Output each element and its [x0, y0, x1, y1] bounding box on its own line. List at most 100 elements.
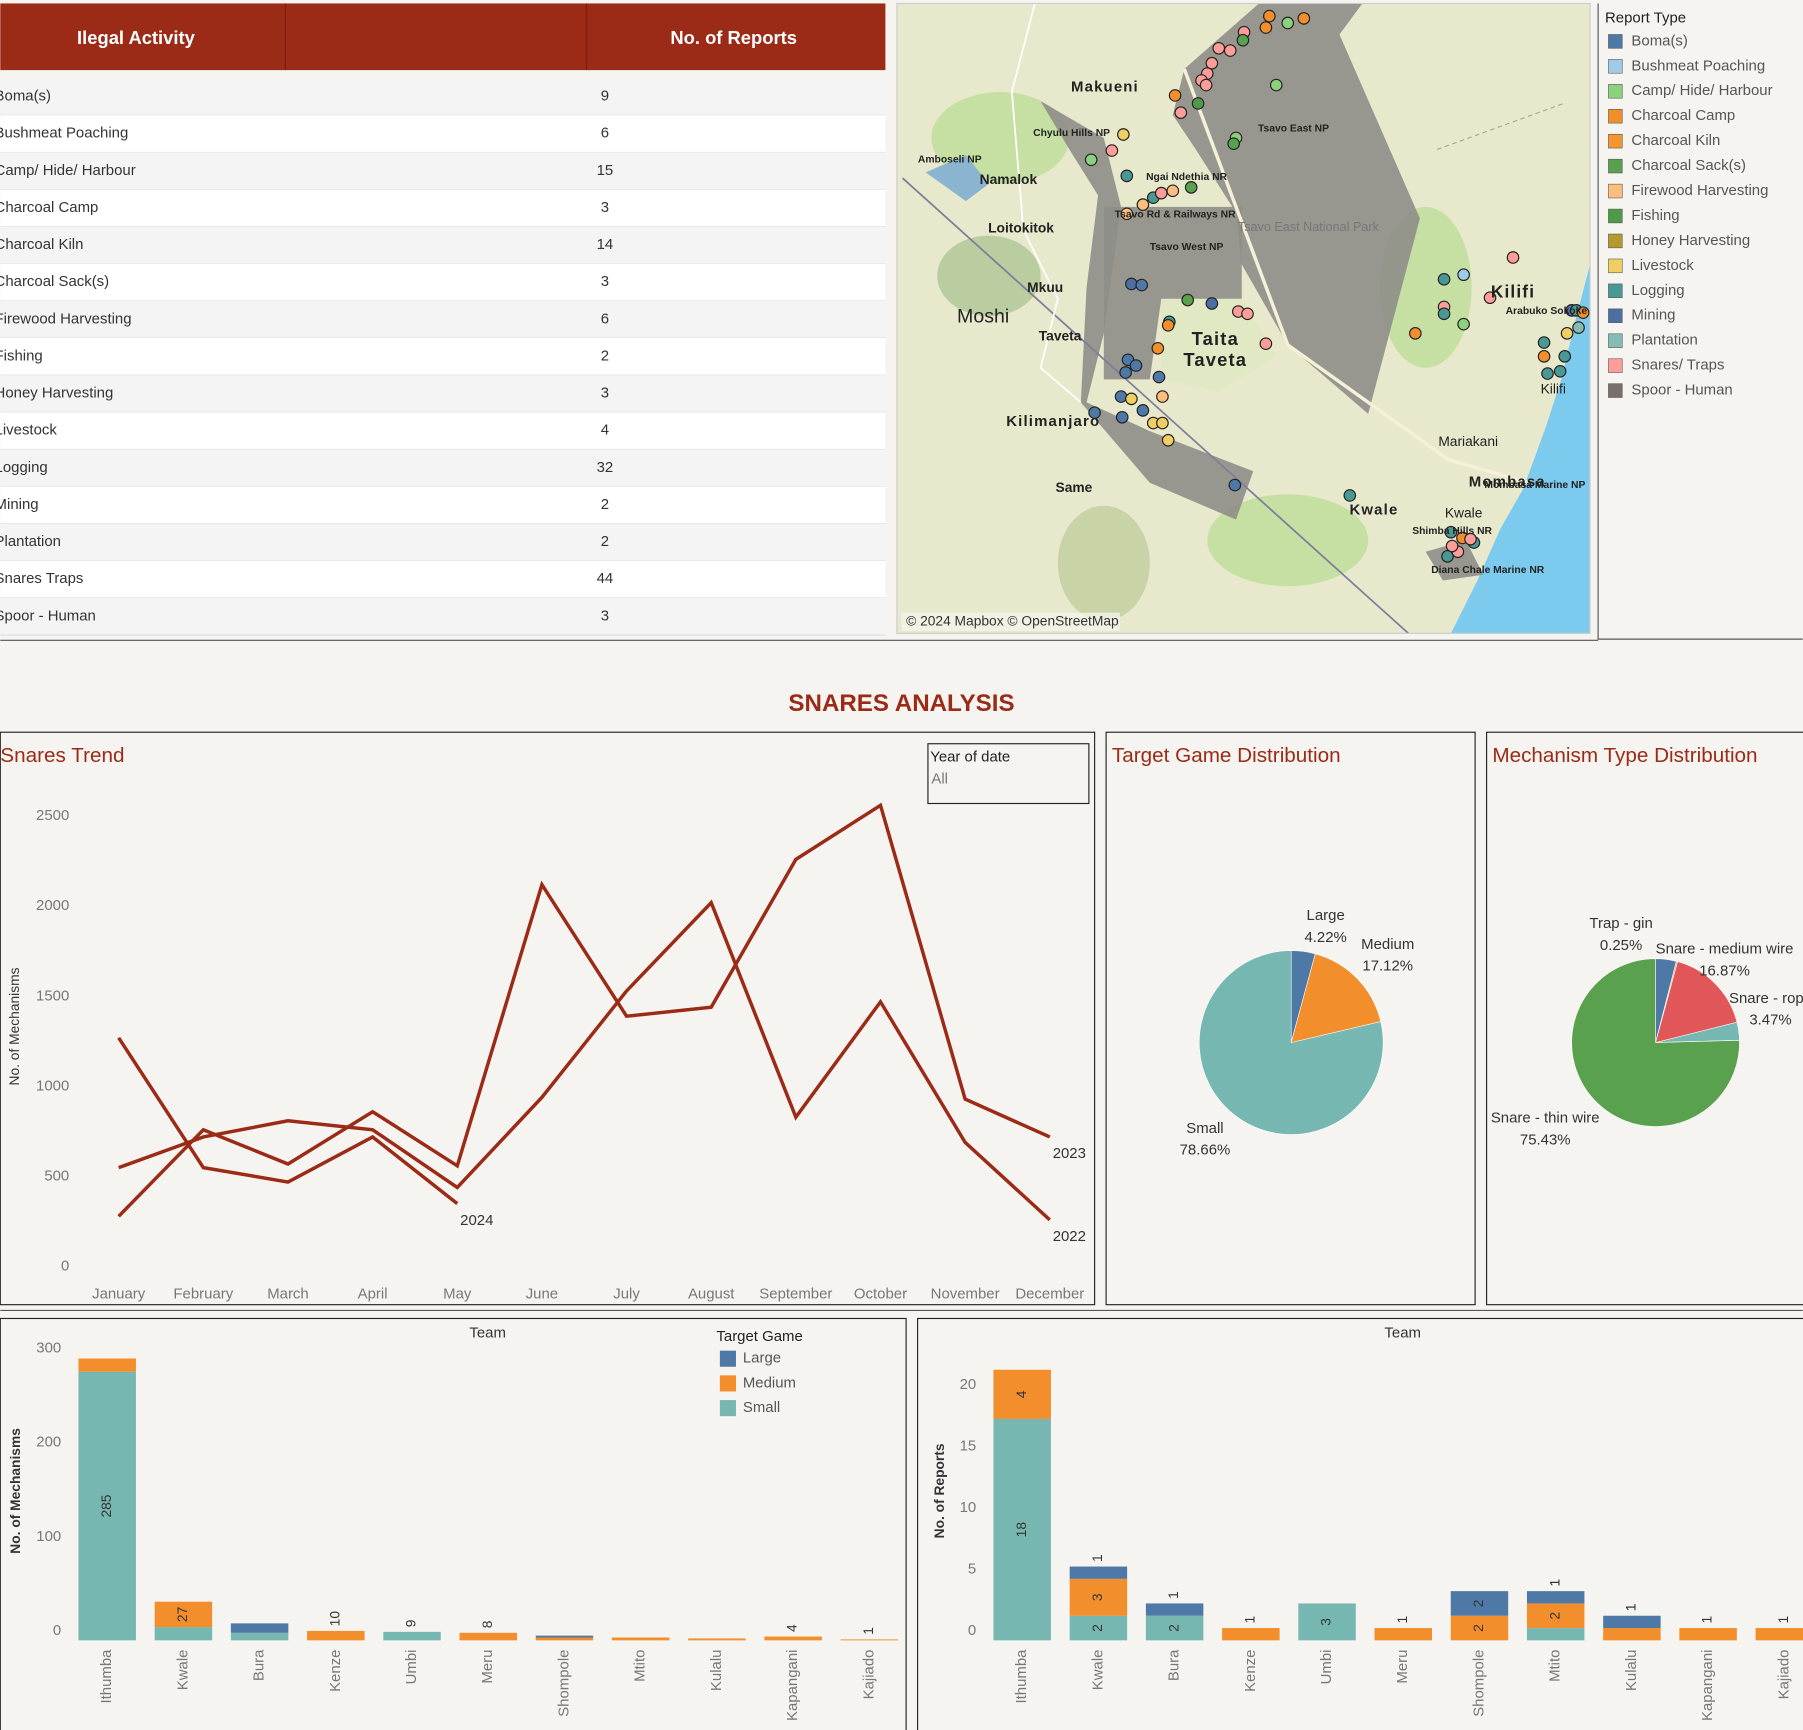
report-point: [1135, 278, 1149, 292]
slice-label: Trap - gin: [1589, 915, 1652, 932]
panel: [1105, 731, 1476, 1306]
value-label: 1: [1242, 1616, 1257, 1624]
table-row: [0, 560, 886, 598]
legend-title: Report Type: [1605, 9, 1686, 26]
report-point: [1343, 489, 1357, 502]
value-label: 1: [1395, 1616, 1410, 1624]
slice-label: Snare - rope: [1729, 990, 1803, 1007]
report-count: 3: [601, 199, 609, 216]
y-tick-label: 0: [968, 1622, 976, 1639]
map-label: Kwale: [1349, 501, 1398, 518]
x-tick-label: March: [267, 1285, 309, 1302]
activity-name: Boma(s): [0, 88, 51, 105]
report-count: 15: [597, 162, 614, 179]
map-road: [1010, 3, 1082, 403]
legend-title: Target Game: [716, 1328, 802, 1345]
legend-swatch: [1608, 383, 1623, 398]
report-point: [1269, 78, 1283, 92]
value-label: 1: [1624, 1603, 1639, 1611]
slice-value: 3.47%: [1749, 1012, 1791, 1029]
report-point: [1105, 144, 1119, 157]
report-point: [1437, 273, 1451, 286]
report-point: [1161, 433, 1175, 447]
report-point: [1483, 291, 1497, 305]
attribution-bg: [901, 612, 1120, 632]
map-label: Shimba Hills NR: [1412, 526, 1492, 537]
value-label: 8: [480, 1620, 495, 1628]
map-label: Kwale: [1445, 505, 1483, 520]
y-tick-label: 20: [960, 1376, 977, 1393]
slice-value: 0.25%: [1600, 937, 1642, 954]
activity-name: Bushmeat Poaching: [0, 125, 128, 142]
bar-segment: [1603, 1628, 1661, 1641]
report-point: [1120, 169, 1134, 183]
y-tick-label: 1000: [36, 1077, 69, 1094]
x-tick-label: October: [854, 1285, 907, 1302]
trend-line: [117, 802, 1051, 1218]
legend-label: Snares/ Traps: [1631, 357, 1724, 374]
activity-name: Charcoal Kiln: [0, 236, 83, 253]
activity-name: Spoor - Human: [0, 607, 96, 624]
activity-name: Livestock: [0, 422, 57, 439]
value-label: 4: [1014, 1390, 1029, 1398]
x-tick-label: Kajiado: [1775, 1650, 1792, 1700]
x-axis-title: Team: [1384, 1324, 1421, 1341]
report-point: [1161, 318, 1175, 332]
value-label: 1: [1547, 1579, 1562, 1587]
section-title: SNARES ANALYSIS: [788, 690, 1014, 717]
map-label: Tsavo East National Park: [1238, 220, 1380, 234]
bar-segment: [840, 1639, 899, 1641]
slice-value: 75.43%: [1520, 1131, 1571, 1148]
map-label: Mombasa Marine NP: [1484, 480, 1585, 491]
bar-segment: [307, 1630, 365, 1641]
report-point: [1117, 128, 1130, 141]
x-tick-label: Kwale: [174, 1650, 191, 1691]
map-attribution: © 2024 Mapbox © OpenStreetMap: [906, 614, 1119, 629]
x-tick-label: Ithumba: [1013, 1649, 1030, 1704]
map-label: Arabuko Sokoke: [1506, 306, 1588, 317]
pie-slice: [1571, 958, 1740, 1127]
report-point: [1125, 392, 1138, 406]
report-point: [1191, 97, 1205, 110]
map-legend: Boma(s) Bushmeat Poaching Camp/ Hide/ Harb…: [1608, 32, 1773, 399]
activity-name: Plantation: [0, 533, 61, 550]
slice-value: 78.66%: [1180, 1142, 1231, 1159]
report-point: [1119, 366, 1132, 379]
bar-segment: [1450, 1591, 1509, 1616]
activity-name: Snares Traps: [0, 570, 83, 587]
bar-segment: [1450, 1615, 1509, 1641]
activity-name: Charcoal Sack(s): [0, 273, 109, 290]
legend-label: Fishing: [1631, 207, 1679, 224]
legend-swatch: [1608, 183, 1623, 199]
map-points: [1084, 9, 1590, 563]
filter-value[interactable]: All: [931, 770, 948, 787]
report-point: [1181, 293, 1195, 307]
report-point: [1537, 350, 1551, 363]
bar-segment: [1526, 1628, 1585, 1641]
bar-segment: [1603, 1615, 1661, 1629]
bar-segment: [230, 1623, 289, 1633]
map-label: Diana Chale Marine NR: [1431, 565, 1545, 576]
table-row: [0, 375, 886, 413]
value-label: 2: [1547, 1612, 1562, 1620]
table-row: [0, 115, 886, 153]
map-label: Taveta: [1039, 328, 1082, 343]
legend-label: Firewood Harvesting: [1631, 182, 1768, 199]
bar-segment: [535, 1637, 594, 1641]
table-row: [0, 263, 886, 301]
legend-label: Spoor - Human: [1631, 382, 1732, 399]
x-tick-label: Bura: [251, 1649, 268, 1681]
trend-line: [118, 899, 1051, 1222]
y-tick-label: 500: [44, 1168, 69, 1185]
y-tick-label: 2500: [36, 807, 69, 824]
legend-swatch: [1608, 84, 1623, 99]
map-label: Taveta: [1183, 349, 1247, 370]
report-point: [1263, 9, 1276, 23]
pie-slice: [1198, 950, 1384, 1135]
map-label: Moshi: [957, 305, 1009, 327]
table-row: [0, 449, 886, 487]
x-tick-label: Mtito: [1547, 1650, 1564, 1682]
map-label: Tsavo Rd & Railways NR: [1115, 210, 1236, 221]
table-row: [0, 486, 886, 524]
